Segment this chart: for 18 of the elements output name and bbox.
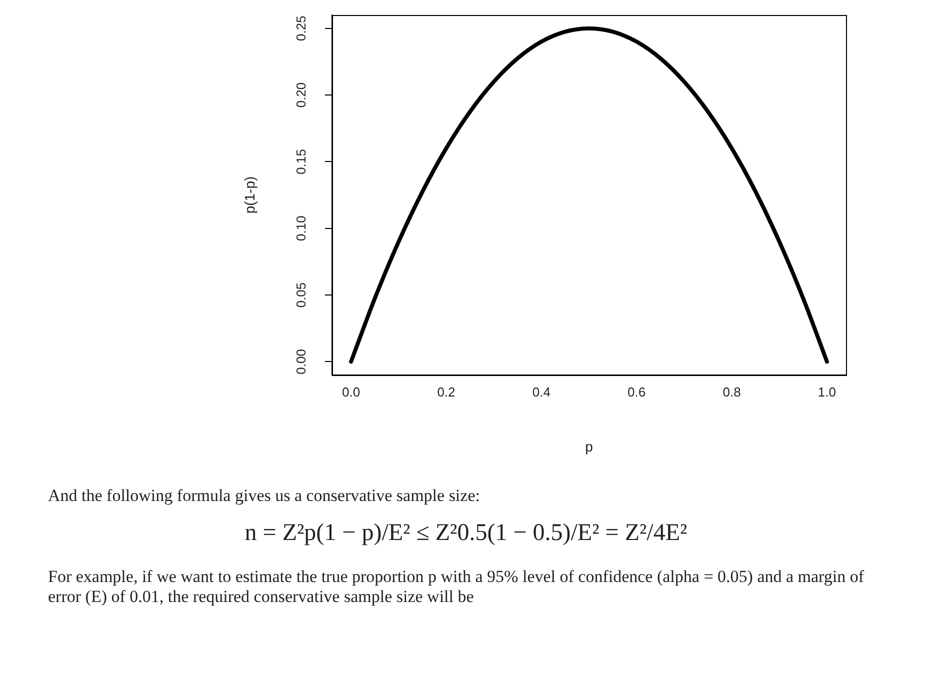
x-tick-label: 0.0 xyxy=(342,384,360,400)
text: For example, if we want to estimate the true proportion p with a 95% level of confidence (alpha = 0.05) and a margin of error (E) of 0.01, the required conservative sample size will be xyxy=(48,567,866,607)
x-tick-label: 0.6 xyxy=(628,384,646,400)
y-tick-label: 0.25 xyxy=(294,16,309,41)
y-tick-label: 0.20 xyxy=(294,82,309,108)
text: And the following formula gives us a conservative sample size: xyxy=(48,486,481,506)
x-tick-label: 0.2 xyxy=(437,384,456,400)
x-tick-label: 0.4 xyxy=(532,384,550,400)
x-tick-label: 0.8 xyxy=(722,384,741,400)
y-axis-title: p(1-p) xyxy=(241,176,258,214)
y-tick-label: 0.05 xyxy=(294,282,309,308)
text: n = Z²p(1 − p)/E² ≤ Z²0.5(1 − 0.5)/E² = Z²/4E² xyxy=(244,520,688,547)
line-series xyxy=(349,26,829,364)
x-tick-label: 1.0 xyxy=(818,384,836,400)
y-tick-label: 0.00 xyxy=(294,349,309,374)
y-tick-label: 0.10 xyxy=(294,216,309,241)
y-tick-label: 0.15 xyxy=(294,149,309,174)
x-axis-title: p xyxy=(585,438,594,454)
